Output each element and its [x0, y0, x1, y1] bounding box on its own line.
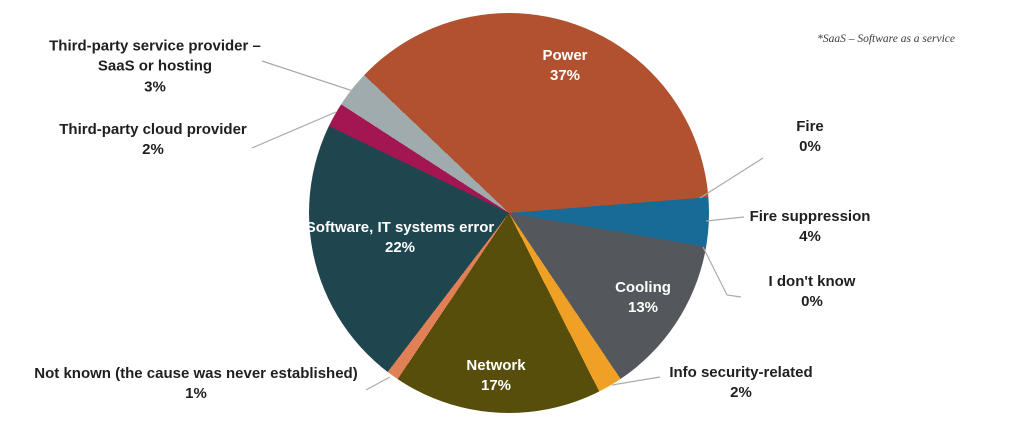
slice-name: Third-party service provider – SaaS or h… [49, 37, 261, 75]
slice-name: Fire suppression [749, 207, 871, 225]
slice-name: Power [542, 46, 588, 64]
slice-name: Third-party cloud provider [59, 120, 247, 138]
slice-label-info-security-related: Info security-related 2% [669, 363, 812, 404]
slice-percent: 1% [185, 385, 207, 402]
saas-footnote: *SaaS – Software as a service [817, 33, 955, 45]
slice-label-i-dont-know: I don't know 0% [769, 272, 856, 313]
slice-name: Network [466, 356, 526, 374]
slice-label-power: Power 37% [542, 46, 587, 87]
slice-percent: 22% [384, 239, 416, 256]
slice-percent: 2% [730, 384, 752, 401]
pie-chart [309, 13, 709, 413]
leader-line-not-known [365, 376, 391, 391]
slice-name: I don't know [768, 272, 856, 290]
slice-name: Not known (the cause was never establish… [34, 364, 358, 382]
leader-line-fire-suppression [705, 216, 745, 222]
slice-label-fire-suppression: Fire suppression 4% [750, 207, 871, 248]
slice-percent: 13% [627, 299, 659, 316]
slice-percent: 3% [144, 78, 166, 96]
slice-name: Cooling [615, 278, 671, 296]
slice-percent: 2% [142, 141, 164, 158]
slice-name: Info security-related [669, 363, 813, 381]
slice-label-third-party-service-provider: Third-party service provider – SaaS or h… [46, 37, 264, 98]
slice-label-third-party-cloud-provider: Third-party cloud provider 2% [59, 120, 247, 161]
leader-line-third-party-service-provider [261, 60, 354, 92]
slice-name: Software, IT systems error [305, 218, 495, 236]
slice-percent: 17% [480, 377, 512, 394]
slice-percent: 0% [799, 138, 821, 155]
leader-line-fire [699, 157, 764, 199]
slice-name: Fire [796, 117, 824, 135]
slice-label-fire: Fire 0% [796, 117, 824, 158]
slice-label-cooling: Cooling 13% [615, 278, 671, 319]
slice-percent: 4% [799, 228, 821, 245]
slice-label-software-it-systems-error: Software, IT systems error 22% [305, 218, 495, 259]
leader-line-i-dont-know [702, 246, 742, 298]
slice-percent: 0% [801, 293, 823, 310]
slice-label-network: Network 17% [466, 356, 525, 397]
slice-label-not-known: Not known (the cause was never establish… [34, 364, 357, 405]
slice-percent: 37% [549, 67, 581, 84]
